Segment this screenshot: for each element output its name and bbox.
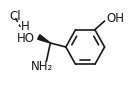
Text: HO: HO xyxy=(17,32,35,45)
Polygon shape xyxy=(38,35,50,43)
Text: H: H xyxy=(21,19,30,32)
Text: Cl: Cl xyxy=(10,11,21,23)
Text: NH₂: NH₂ xyxy=(30,61,53,74)
Text: OH: OH xyxy=(106,11,125,24)
